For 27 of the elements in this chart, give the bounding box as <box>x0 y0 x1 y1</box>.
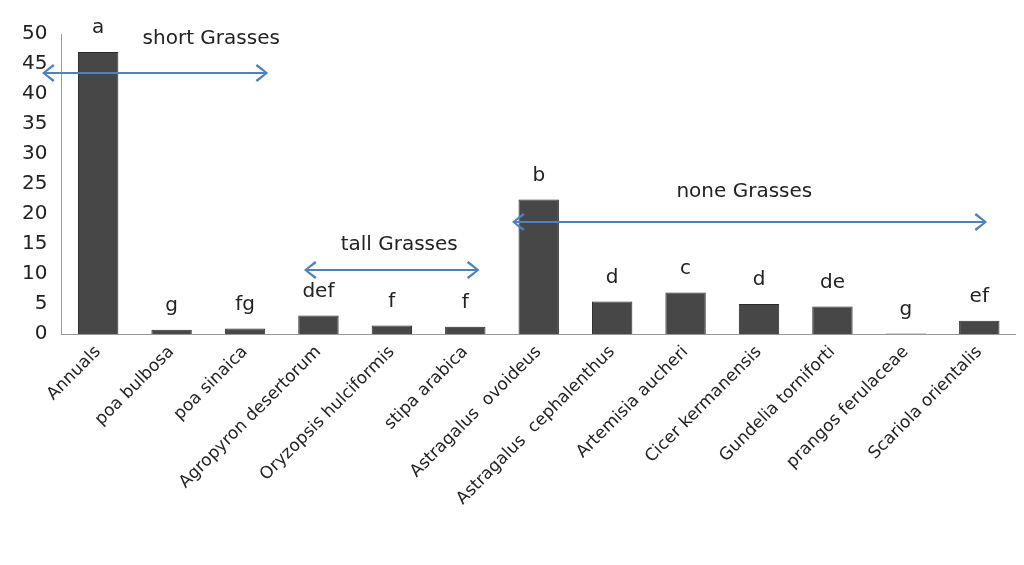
y-tick-label: 25 <box>22 170 48 195</box>
data-label: de <box>819 268 845 293</box>
data-label: g <box>165 292 178 317</box>
data-label: fg <box>235 290 255 315</box>
y-tick-label: 20 <box>22 200 48 225</box>
y-tick-label: 50 <box>22 20 48 45</box>
data-label: d <box>605 263 619 288</box>
data-label: f <box>388 287 397 312</box>
data-label: c <box>680 254 692 279</box>
y-tick-label: 30 <box>22 140 48 165</box>
data-label: ef <box>969 283 990 308</box>
annotation: short Grasses <box>142 25 280 49</box>
y-tick-label: 35 <box>22 110 48 135</box>
y-tick-label: 15 <box>22 230 48 255</box>
data-label: a <box>92 14 105 39</box>
data-label: d <box>752 266 766 291</box>
data-label: b <box>532 161 546 186</box>
data-label: f <box>461 289 470 314</box>
y-tick-label: 0 <box>34 320 48 345</box>
data-label: def <box>302 277 336 302</box>
data-label: g <box>899 295 913 320</box>
y-tick-label: 5 <box>34 290 48 315</box>
y-tick-label: 45 <box>22 50 48 75</box>
y-tick-label: 10 <box>22 260 48 285</box>
annotation: none Grasses <box>675 177 814 203</box>
y-tick-label: 40 <box>22 80 48 105</box>
annotation: tall Grasses <box>339 229 459 256</box>
